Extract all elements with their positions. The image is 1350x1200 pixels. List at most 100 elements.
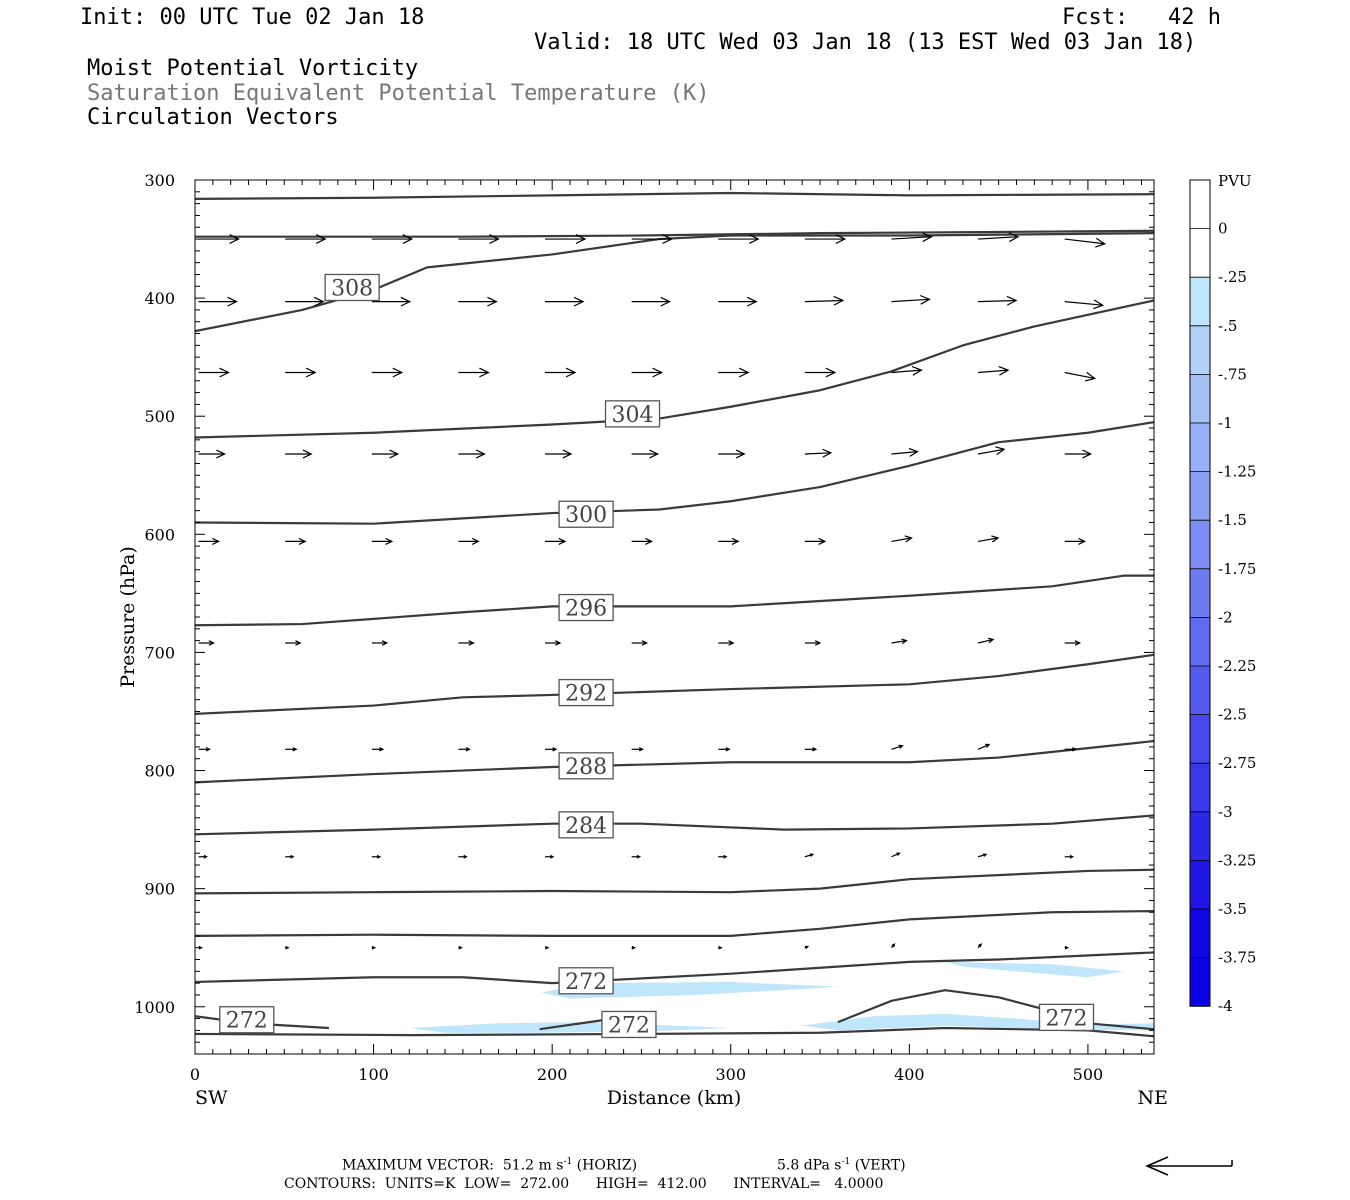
- circulation-vector: [1064, 371, 1097, 382]
- contour-label: 308: [331, 276, 373, 301]
- circulation-vector: [1064, 237, 1107, 248]
- circulation-vector: [631, 449, 660, 459]
- circulation-vector: [545, 640, 562, 646]
- circulation-vector: [631, 640, 649, 646]
- circulation-vector: [718, 854, 728, 859]
- colorbar-swatch: [1190, 228, 1210, 278]
- vector-shaft: [891, 369, 922, 374]
- colorbar-label: -4: [1218, 997, 1233, 1015]
- vector-shaft: [1064, 238, 1105, 245]
- circulation-vector: [977, 446, 1006, 456]
- circulation-vector: [891, 447, 919, 457]
- colorbar-label: -2.25: [1218, 657, 1256, 675]
- circulation-vector: [891, 852, 901, 858]
- vector-head: [660, 296, 672, 307]
- colorbar: 0 -.25 -.5 -.75 -1 -1.25 -1.5 -1.75 -2 -2.25 -2.5 -…: [1189, 179, 1256, 1015]
- colorbar-swatch: [1190, 957, 1210, 1007]
- colorbar-swatch: [1190, 714, 1210, 764]
- max-vector-line: MAXIMUM VECTOR: 51.2 m s-1 (HORIZ): [342, 1157, 637, 1174]
- vector-head: [471, 537, 480, 545]
- contour-label-box: [558, 752, 614, 780]
- x-right-label: NE: [1138, 1087, 1169, 1109]
- circulation-vector: [804, 640, 822, 646]
- vector-head: [835, 234, 847, 244]
- vector-head: [735, 449, 746, 459]
- circulation-vector: [545, 449, 573, 459]
- y-tick-label: 600: [144, 525, 175, 544]
- vector-head: [908, 447, 919, 457]
- circulation-vector: [371, 537, 394, 545]
- y-tick-label: 700: [144, 643, 175, 662]
- colorbar-label: -3.5: [1218, 900, 1247, 918]
- vector-head: [728, 640, 735, 646]
- colorbar-label: -1.5: [1218, 511, 1247, 529]
- colorbar-swatch: [1190, 909, 1210, 958]
- pv-shaded-region: [409, 1022, 731, 1033]
- colorbar-swatch: [1190, 374, 1210, 423]
- circulation-vector: [891, 535, 913, 543]
- circulation-vector: [198, 449, 226, 459]
- vector-head: [901, 638, 908, 645]
- circulation-vector: [631, 747, 645, 752]
- vector-shaft: [977, 537, 999, 543]
- contours-info: CONTOURS: UNITS=K LOW= 272.00 HIGH= 412.…: [284, 1176, 884, 1192]
- contour-label-box: [558, 967, 614, 995]
- y-axis-label: Pressure (hPa): [117, 546, 139, 688]
- field-title-mpv: Moist Potential Vorticity: [87, 56, 419, 81]
- vector-shaft: [977, 448, 1005, 455]
- vector-head: [203, 854, 208, 859]
- colorbar-label: 0: [1218, 220, 1228, 238]
- circulation-vector: [198, 234, 240, 244]
- circulation-vector: [198, 640, 215, 646]
- vector-head: [227, 296, 238, 307]
- circulation-vector: [458, 854, 468, 859]
- forecast-hour: Fcst: 42 h: [1062, 5, 1221, 30]
- reference-vector: [1145, 1156, 1233, 1176]
- circulation-vector: [978, 295, 1018, 306]
- circulation-vector: [631, 367, 664, 378]
- circulation-vector: [891, 744, 904, 750]
- vector-head: [983, 853, 988, 857]
- colorbar-swatch: [1190, 520, 1210, 569]
- contour-label: 292: [565, 682, 607, 707]
- vector-head: [919, 294, 931, 305]
- vector-head: [738, 367, 750, 378]
- vector-head: [723, 854, 728, 859]
- vector-head: [285, 945, 290, 950]
- colorbar-swatch: [1190, 617, 1210, 666]
- circulation-vector: [718, 945, 723, 950]
- circulation-vector: [718, 537, 740, 545]
- colorbar-label: -.75: [1218, 365, 1247, 383]
- circulation-vector: [458, 945, 463, 950]
- circulation-vector: [458, 449, 486, 459]
- vector-head: [198, 945, 203, 950]
- circulation-vector: [978, 365, 1010, 376]
- colorbar-label: -1.25: [1218, 463, 1256, 481]
- contour-label-box: [1038, 1003, 1095, 1032]
- circulation-vector: [977, 943, 982, 949]
- x-axis-label: Distance (km): [607, 1087, 742, 1109]
- field-title-thetae: Saturation Equivalent Potential Temperat…: [87, 81, 710, 106]
- vector-shaft: [1064, 301, 1103, 306]
- vector-head: [298, 537, 307, 545]
- circulation-vector: [631, 854, 642, 859]
- circulation-vector: [977, 853, 988, 858]
- circulation-vector: [891, 294, 931, 305]
- circulation-vector: [631, 537, 654, 545]
- vector-head: [985, 743, 991, 748]
- vector-head: [315, 234, 327, 244]
- circulation-vector: [545, 234, 587, 244]
- vector-head: [381, 640, 389, 646]
- colorbar-swatch: [1190, 180, 1210, 229]
- vector-head: [641, 640, 649, 646]
- circulation-vector: [285, 640, 302, 646]
- vector-head: [818, 537, 827, 545]
- circulation-vector: [718, 747, 731, 752]
- circulation-vector: [804, 537, 827, 545]
- vector-head: [978, 943, 982, 948]
- colorbar-label: -2: [1218, 608, 1233, 626]
- circulation-vector: [458, 747, 471, 752]
- vector-head: [718, 945, 723, 950]
- circulation-vector: [891, 232, 933, 243]
